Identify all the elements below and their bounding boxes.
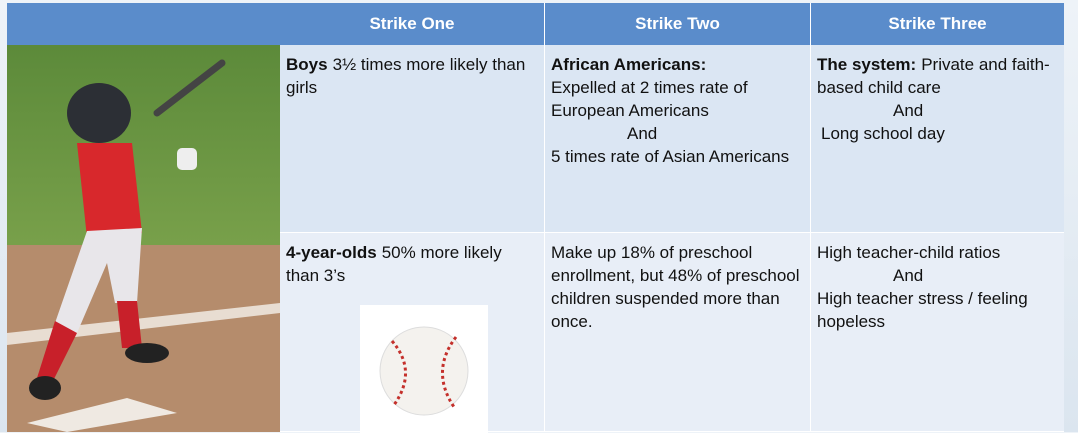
bold-text: Boys (286, 55, 328, 74)
baseball-image (360, 305, 488, 433)
text: Long school day (817, 122, 1058, 145)
slide: Strike One Strike Two Strike Three Boys3… (0, 0, 1078, 432)
text: 5 times rate of Asian Americans (551, 145, 804, 168)
text: High teacher stress / feeling hopeless (817, 287, 1058, 333)
table-cell: Make up 18% of preschool enrollment, but… (545, 233, 811, 432)
table-cell: The system:Private and faith-based child… (811, 45, 1064, 233)
text: And (817, 264, 1058, 287)
page: {"table": { "header": ["Strike One", "St… (0, 0, 1078, 432)
header-cell: Strike Three (811, 3, 1064, 45)
text: High teacher-child ratios (817, 241, 1058, 264)
header-cell: Strike One (280, 3, 545, 45)
cell-text: The system:Private and faith-based child… (817, 53, 1058, 99)
text: And (817, 99, 1058, 122)
header-cell: Strike Two (545, 3, 811, 45)
bold-text: 4-year-olds (286, 243, 377, 262)
text: Make up 18% of preschool enrollment, but… (551, 241, 804, 333)
text: And (551, 122, 804, 145)
table-cell: African Americans: Expelled at 2 times r… (545, 45, 811, 233)
batter-photo (7, 3, 280, 432)
text: Expelled at 2 times rate of European Ame… (551, 76, 804, 122)
bold-text: The system: (817, 55, 916, 74)
bold-text: African Americans: (551, 53, 799, 76)
table-cell: High teacher-child ratios And High teach… (811, 233, 1064, 432)
